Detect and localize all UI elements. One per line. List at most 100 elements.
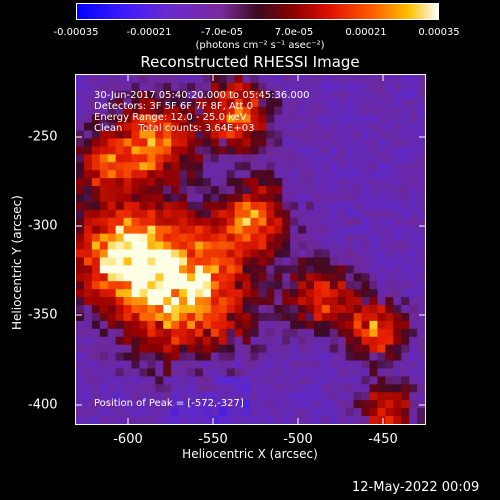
heatmap-cell (298, 376, 307, 385)
heatmap-cell (266, 328, 275, 338)
heatmap-cell (194, 305, 204, 314)
heatmap-cell (163, 352, 172, 362)
heatmap-cell (298, 368, 307, 378)
heatmap-cell (218, 360, 228, 370)
heatmap-cell (179, 312, 188, 322)
heatmap-cell (234, 233, 244, 243)
heatmap-cell (401, 249, 410, 259)
heatmap-cell (99, 186, 109, 195)
heatmap-cell (115, 225, 125, 235)
heatmap-cell (290, 392, 299, 401)
heatmap-cell (234, 297, 244, 306)
heatmap-cell (345, 273, 355, 282)
heatmap-cell (274, 297, 283, 306)
heatmap-cell (163, 281, 172, 290)
heatmap-cell (83, 281, 93, 290)
heatmap-cell (242, 257, 252, 266)
heatmap-cell (123, 400, 133, 409)
heatmap-cell (345, 281, 355, 290)
heatmap-cell (179, 392, 188, 401)
heatmap-cell (369, 114, 379, 124)
heatmap-cell (258, 281, 267, 290)
heatmap-cell (147, 281, 156, 290)
heatmap-cell (187, 146, 196, 155)
heatmap-cell (401, 368, 410, 378)
heatmap-cell (329, 82, 339, 92)
heatmap-cell (234, 178, 244, 187)
heatmap-cell (139, 201, 148, 211)
heatmap-cell (306, 360, 315, 370)
heatmap-cell (361, 297, 371, 306)
heatmap-cell (417, 217, 425, 227)
heatmap-cell (306, 384, 315, 393)
heatmap-cell (202, 106, 212, 116)
heatmap-cell (385, 178, 394, 187)
heatmap-cell (409, 186, 418, 195)
heatmap-cell (409, 257, 418, 266)
heatmap-cell (83, 360, 93, 370)
heatmap-cell (210, 297, 220, 306)
heatmap-cell (345, 75, 355, 84)
heatmap-cell (282, 281, 291, 290)
heatmap-cell (290, 75, 299, 84)
heatmap-cell (83, 138, 93, 147)
heatmap-cell (171, 289, 180, 298)
heatmap-cell (76, 193, 85, 203)
heatmap-cell (250, 170, 260, 179)
heatmap-cell (123, 336, 133, 346)
heatmap-cell (266, 376, 275, 385)
heatmap-cell (226, 90, 236, 100)
heatmap-cell (179, 114, 188, 124)
heatmap-cell (329, 400, 339, 409)
heatmap-cell (187, 201, 196, 211)
heatmap-cell (226, 186, 236, 195)
heatmap-cell (306, 273, 315, 282)
heatmap-cell (91, 193, 101, 203)
heatmap-cell (298, 249, 307, 259)
heatmap-cell (337, 416, 347, 424)
heatmap-cell (329, 289, 339, 298)
heatmap-cell (298, 154, 307, 163)
heatmap-cell (282, 257, 291, 266)
heatmap-cell (163, 146, 172, 155)
heatmap-cell (131, 265, 141, 274)
heatmap-cell (313, 408, 323, 417)
heatmap-cell (266, 273, 275, 282)
heatmap-cell (321, 297, 331, 306)
heatmap-cell (393, 233, 402, 243)
heatmap-cell (234, 344, 244, 354)
heatmap-cell (147, 249, 156, 259)
heatmap-cell (99, 217, 109, 227)
heatmap-cell (242, 90, 252, 100)
heatmap-cell (401, 273, 410, 282)
heatmap-cell (194, 75, 204, 84)
heatmap-cell (409, 281, 418, 290)
heatmap-cell (306, 305, 315, 314)
heatmap-cell (179, 328, 188, 338)
heatmap-cell (377, 384, 386, 393)
heatmap-cell (210, 408, 220, 417)
heatmap-cell (329, 90, 339, 100)
heatmap-cell (321, 82, 331, 92)
heatmap-cell (409, 392, 418, 401)
heatmap-cell (274, 249, 283, 259)
heatmap-cell (377, 146, 386, 155)
heatmap-cell (76, 336, 85, 346)
heatmap-cell (115, 186, 125, 195)
heatmap-cell (329, 217, 339, 227)
heatmap-cell (274, 170, 283, 179)
heatmap-cell (163, 114, 172, 124)
heatmap-cell (194, 114, 204, 124)
heatmap-cell (274, 273, 283, 282)
heatmap-cell (274, 241, 283, 251)
heatmap-cell (107, 265, 117, 274)
heatmap-cell (155, 209, 164, 219)
heatmap-cell (313, 305, 323, 314)
heatmap-cell (274, 233, 283, 243)
heatmap-cell (290, 186, 299, 195)
heatmap-cell (147, 328, 156, 338)
heatmap-cell (353, 392, 363, 401)
heatmap-cell (306, 186, 315, 195)
heatmap-cell (163, 400, 172, 409)
heatmap-cell (123, 82, 133, 92)
